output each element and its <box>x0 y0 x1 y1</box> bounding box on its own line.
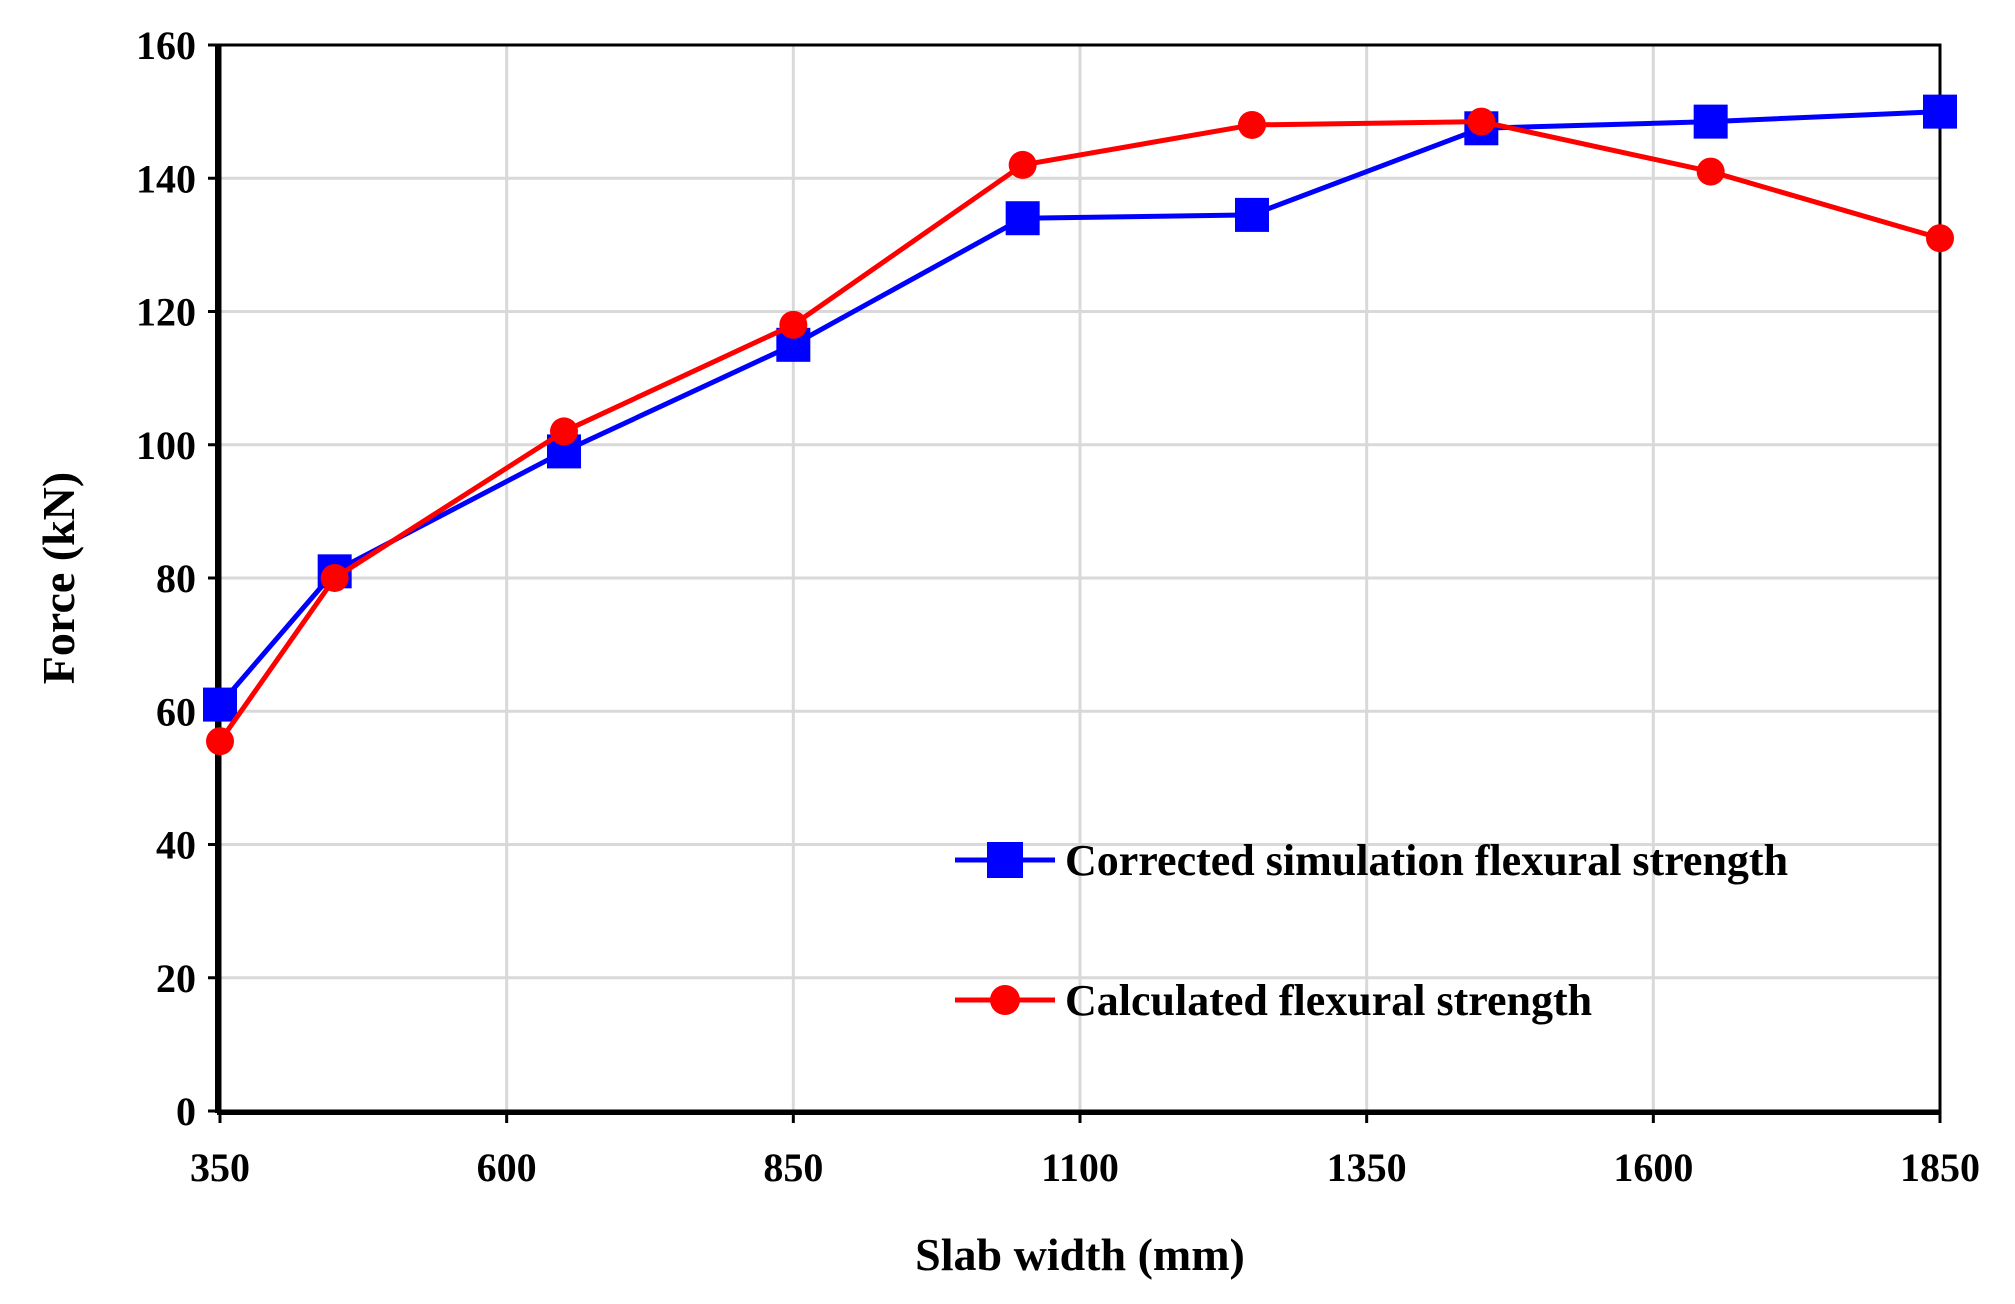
legend: Corrected simulation flexural strength C… <box>955 836 1788 1025</box>
series-1-point-350 <box>203 687 237 722</box>
x-tick-label-350: 350 <box>190 1145 250 1190</box>
series-2-point-450 <box>320 564 349 592</box>
x-tick-label-1100: 1100 <box>1041 1145 1119 1190</box>
series-2-point-1050 <box>1008 150 1037 179</box>
series-2-point-850 <box>779 310 808 339</box>
series-1-point-1650 <box>1693 104 1728 139</box>
series-2-point-350 <box>206 727 234 756</box>
series-2-point-1850 <box>1926 224 1954 253</box>
x-tick-label-850: 850 <box>763 1145 823 1190</box>
series-2 <box>206 107 1954 756</box>
tick-labels: 0 20 40 60 80 100 120 140 160 350 600 850 1100 1350 16… <box>136 23 1980 1190</box>
series-2-point-1450 <box>1467 107 1496 136</box>
x-tick-label-1600: 1600 <box>1613 1145 1693 1190</box>
x-tick-label-1850: 1850 <box>1900 1145 1980 1190</box>
series-1-point-1850 <box>1923 94 1957 129</box>
legend-marker-series-1 <box>987 842 1023 878</box>
series-2-point-1250 <box>1238 110 1266 139</box>
y-axis-title: Force (kN) <box>33 472 84 684</box>
series-2-point-650 <box>550 417 578 446</box>
y-tick-label-100: 100 <box>136 423 196 468</box>
y-tick-label-0: 0 <box>176 1089 196 1134</box>
x-tick-label-600: 600 <box>477 1145 537 1190</box>
legend-label-series-1: Corrected simulation flexural strength <box>1065 836 1788 885</box>
legend-label-series-2: Calculated flexural strength <box>1065 976 1592 1025</box>
series-2-point-1650 <box>1696 157 1725 186</box>
series-1-point-1050 <box>1005 201 1040 236</box>
y-tick-label-40: 40 <box>156 823 196 868</box>
x-axis-title: Slab width (mm) <box>915 1229 1245 1280</box>
series-1-point-1250 <box>1235 197 1269 232</box>
y-tick-label-120: 120 <box>136 290 196 335</box>
y-tick-label-60: 60 <box>156 689 196 734</box>
series <box>203 94 1957 756</box>
legend-marker-series-2 <box>990 985 1020 1015</box>
axes <box>208 43 1942 1123</box>
x-tick-label-1350: 1350 <box>1327 1145 1407 1190</box>
y-tick-label-140: 140 <box>136 156 196 201</box>
y-tick-label-80: 80 <box>156 556 196 601</box>
y-tick-label-160: 160 <box>136 23 196 68</box>
y-tick-label-20: 20 <box>156 956 196 1001</box>
